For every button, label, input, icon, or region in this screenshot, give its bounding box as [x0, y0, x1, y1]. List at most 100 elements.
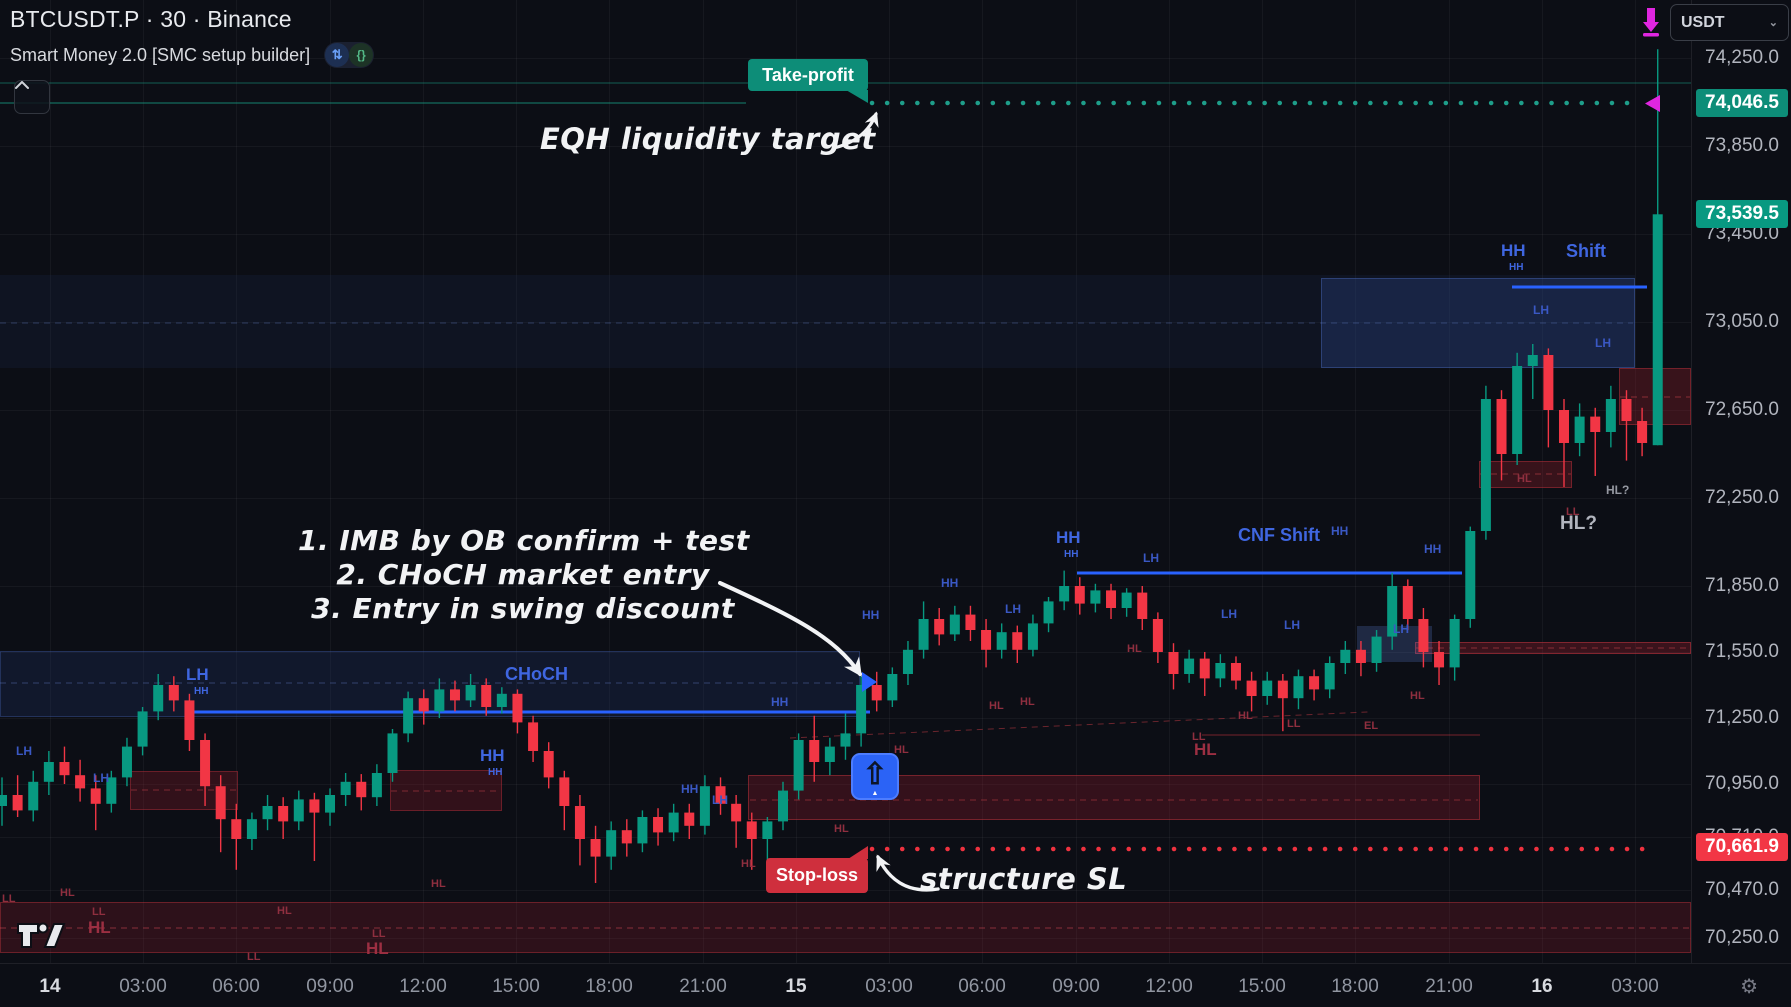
- candle: [762, 817, 773, 861]
- note-line-3: 3. Entry in swing discount: [311, 592, 735, 625]
- candle: [1012, 625, 1023, 663]
- structure-label-hh: HH: [1331, 524, 1349, 538]
- candle: [215, 775, 226, 853]
- up-arrow-icon: ⇧: [862, 758, 888, 791]
- candle: [1559, 399, 1569, 487]
- candle: [1465, 526, 1476, 628]
- time-tick: 09:00: [1052, 976, 1100, 997]
- price-tick: 73,050.0: [1705, 311, 1779, 332]
- price-tick: 70,950.0: [1705, 773, 1779, 794]
- candle: [746, 812, 757, 870]
- collapse-panel-button[interactable]: [14, 80, 50, 114]
- candle: [403, 691, 414, 743]
- candle: [340, 773, 351, 806]
- price-tick: 70,470.0: [1705, 879, 1779, 900]
- indicator-sort-arrows-icon[interactable]: ⇅: [325, 43, 350, 67]
- indicator-title[interactable]: Smart Money 2.0 [SMC setup builder]: [10, 44, 311, 65]
- vertical-gridline: [703, 0, 704, 963]
- candle: [387, 729, 398, 782]
- structure-label-hl: HL?: [1560, 513, 1597, 534]
- candle: [981, 619, 992, 668]
- time-tick: 12:00: [399, 976, 447, 997]
- horizontal-gridline: [0, 234, 1691, 235]
- structure-label-ll: LL: [2, 893, 16, 905]
- time-tick: 15:00: [1238, 976, 1286, 997]
- candle: [121, 737, 132, 787]
- hand-drawn-arrows: [718, 111, 940, 892]
- candle: [90, 775, 101, 831]
- structure-label-hl: HL: [431, 878, 446, 890]
- up-triangle-icon: ▲: [871, 790, 879, 797]
- vertical-gridline: [50, 0, 51, 963]
- time-axis[interactable]: 14 03:00 06:00 09:00 12:00 15:00 18:00 21:00 15 0…: [0, 963, 1791, 1007]
- price-tick: 73,850.0: [1705, 135, 1779, 156]
- candle: [1387, 572, 1398, 650]
- candle: [1027, 614, 1038, 657]
- time-tick: 06:00: [212, 976, 260, 997]
- structure-label-ll: LL: [92, 906, 106, 918]
- candle: [59, 746, 70, 784]
- time-tick: 18:00: [585, 976, 633, 997]
- structure-label-hl: HL: [894, 744, 909, 756]
- candle: [902, 641, 913, 685]
- structure-label-lh: LH: [93, 771, 109, 785]
- long-entry-marker[interactable]: ⇧ ▲: [851, 753, 899, 800]
- structure-label-ll: LL: [1192, 731, 1206, 743]
- structure-label-hh: HH: [1501, 241, 1526, 260]
- candle: [1137, 586, 1148, 630]
- structure-label-hl: HL: [834, 823, 849, 835]
- candle: [684, 803, 695, 839]
- stop-loss-order-label[interactable]: Stop-loss: [766, 846, 868, 893]
- candle: [1324, 656, 1335, 699]
- candle: [965, 605, 976, 641]
- time-tick: 12:00: [1145, 976, 1193, 997]
- candle: [1230, 656, 1241, 690]
- structure-label-choch: CHoCH: [505, 664, 568, 684]
- horizontal-gridline: [0, 410, 1691, 411]
- candle: [137, 707, 148, 756]
- orderblock-left2: [390, 770, 502, 811]
- time-tick: 21:00: [679, 976, 727, 997]
- candle: [1184, 649, 1195, 683]
- price-axis[interactable]: 74,250.0 73,850.0 73,450.0 73,050.0 72,650.0…: [1670, 0, 1791, 963]
- horizontal-gridline: [0, 652, 1691, 653]
- structure-label-hh: HH: [1424, 542, 1442, 556]
- candle: [75, 759, 86, 802]
- candle: [934, 608, 945, 646]
- price-tick: 72,650.0: [1705, 399, 1779, 420]
- horizontal-gridline: [0, 784, 1691, 785]
- candle: [1402, 579, 1413, 630]
- candle: [1215, 654, 1226, 688]
- horizontal-gridline: [0, 498, 1691, 499]
- indicator-source-code-icon[interactable]: {}: [349, 43, 374, 67]
- structure-label-hl: HL: [1238, 710, 1253, 722]
- candle: [590, 825, 601, 883]
- candle: [246, 812, 257, 850]
- candle: [871, 671, 882, 712]
- choch-band: [0, 651, 860, 717]
- candle: [1418, 608, 1429, 668]
- structure-label-cnf shift: CNF Shift: [1238, 525, 1320, 545]
- axis-settings-gear-icon[interactable]: ⚙: [1740, 976, 1758, 998]
- structure-label-hh: HH: [1509, 262, 1524, 273]
- candle: [1309, 669, 1320, 701]
- price-tick: 71,250.0: [1705, 707, 1779, 728]
- take-profit-order-label[interactable]: Take-profit: [748, 59, 868, 103]
- candle: [778, 781, 788, 831]
- currency-selector[interactable]: USDT ⌄: [1670, 4, 1789, 41]
- vertical-gridline: [982, 0, 983, 963]
- candle: [1090, 583, 1101, 613]
- structure-label-shift: Shift: [1566, 241, 1606, 261]
- chart-pane[interactable]: LH HH HH HH HH HH HH HH Shift CNF Shift CHoCH LH LH H…: [0, 0, 1691, 963]
- vertical-gridline: [1169, 0, 1170, 963]
- symbol-title[interactable]: BTCUSDT.P · 30 · Binance: [10, 6, 292, 32]
- structure-label-hl: HL: [1410, 690, 1425, 702]
- candle: [1152, 612, 1163, 663]
- structure-label-hh: HH: [771, 695, 789, 709]
- structure-label-lh: LH: [1393, 622, 1409, 636]
- structure-label-hl: HL: [366, 939, 389, 958]
- candle: [184, 693, 195, 751]
- take-profit-price-label: 74,046.5: [1696, 89, 1788, 117]
- candle: [621, 819, 632, 857]
- vertical-gridline: [516, 0, 517, 963]
